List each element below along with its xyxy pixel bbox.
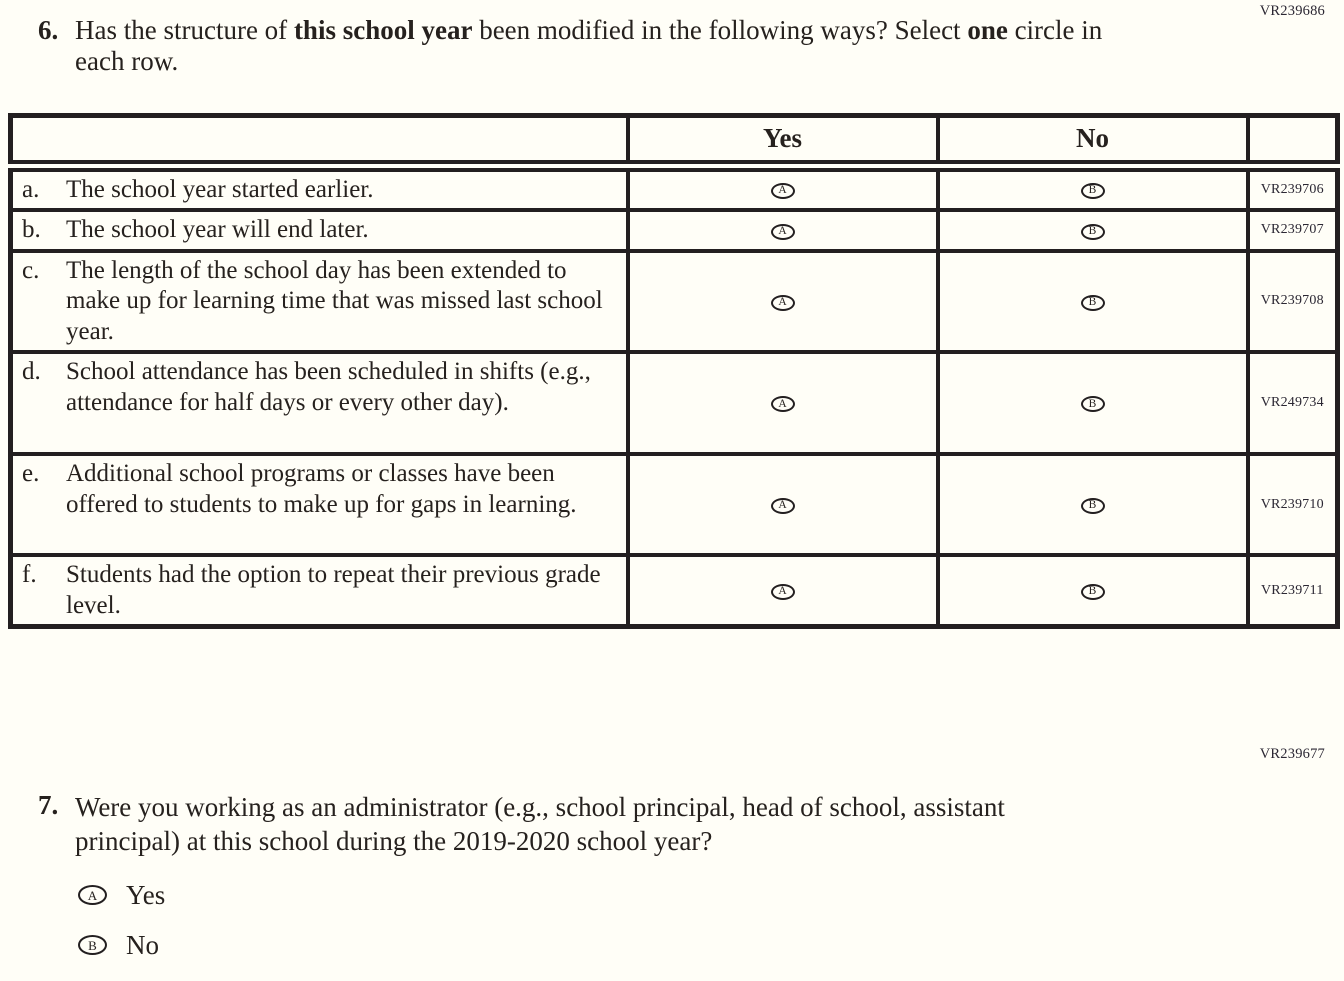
table-row-a: a. The school year started earlier. A B … [8, 163, 1340, 212]
question6-text-bold: one [967, 15, 1008, 45]
no-cell: B [935, 208, 1250, 253]
header-statement-cell [8, 113, 630, 172]
question6-text-part: Has the structure of [75, 15, 294, 45]
row-letter: b. [22, 216, 41, 243]
header-code-cell [1245, 113, 1340, 172]
q6-row-c-yes-bubble[interactable]: A [770, 294, 795, 311]
q6-row-b-no-bubble[interactable]: B [1080, 223, 1105, 240]
question7-text: Were you working as an administrator (e.… [75, 792, 1005, 856]
row-statement: Students had the option to repeat their … [66, 561, 601, 619]
row-letter: d. [22, 358, 41, 385]
q6-row-c-no-bubble[interactable]: B [1080, 294, 1105, 311]
table-row-c: c. The length of the school day has been… [8, 248, 1340, 354]
statement-cell: d. School attendance has been scheduled … [8, 350, 630, 456]
header-yes: Yes [625, 113, 940, 172]
row-letter: f. [22, 561, 37, 588]
q7-yes-label: Yes [126, 879, 166, 910]
statement-cell: a. The school year started earlier. [8, 163, 630, 212]
yes-cell: A [625, 163, 940, 212]
q6-row-d-no-bubble[interactable]: B [1080, 396, 1105, 413]
yes-cell: A [625, 553, 940, 629]
q6-row-a-no-bubble[interactable]: B [1080, 183, 1105, 200]
row-statement: The school year started earlier. [66, 175, 374, 203]
table-row-b: b. The school year will end later. A B V… [8, 208, 1340, 253]
question6-vr-code: VR239686 [1259, 3, 1325, 19]
no-cell: B [935, 163, 1250, 212]
table-row-f: f. Students had the option to repeat the… [8, 553, 1340, 629]
question6-text: Has the structure of this school year be… [75, 15, 1155, 77]
q7-no-bubble[interactable]: B [78, 935, 107, 955]
question6-text-part: circle in each row. [75, 15, 1103, 76]
row-letter: a. [22, 175, 40, 203]
no-cell: B [935, 553, 1250, 629]
q6-row-f-no-bubble[interactable]: B [1080, 583, 1105, 600]
no-cell: B [935, 452, 1250, 557]
header-no: No [935, 113, 1250, 172]
q6-row-f-yes-bubble[interactable]: A [770, 583, 795, 600]
table-row-d: d. School attendance has been scheduled … [8, 350, 1340, 456]
q7-option-no[interactable]: B No [78, 929, 165, 960]
row-statement: The school year will end later. [66, 216, 369, 243]
q7-yes-bubble[interactable]: A [78, 885, 107, 905]
question6-number: 6. [38, 15, 59, 45]
row-statement: The length of the school day has been ex… [66, 256, 603, 345]
question7-vr-code: VR239677 [1259, 746, 1325, 762]
q6-response-table: Yes No a. The school year started earlie… [8, 113, 1340, 629]
question6: 6. Has the structure of this school year… [38, 15, 1155, 77]
q6-row-b-yes-bubble[interactable]: A [770, 223, 795, 240]
q6-row-e-no-bubble[interactable]: B [1080, 497, 1105, 514]
row-letter: e. [22, 460, 40, 487]
statement-cell: e. Additional school programs or classes… [8, 452, 630, 557]
row-letter: c. [22, 256, 40, 284]
row-vr-code: VR239711 [1245, 553, 1340, 629]
question7: 7. Were you working as an administrator … [38, 790, 1115, 858]
no-cell: B [935, 248, 1250, 354]
row-vr-code: VR239706 [1245, 163, 1340, 212]
row-vr-code: VR249734 [1245, 350, 1340, 456]
q6-row-a-yes-bubble[interactable]: A [770, 183, 795, 200]
q7-options: A Yes B No [78, 879, 166, 981]
row-vr-code: VR239710 [1245, 452, 1340, 557]
yes-cell: A [625, 248, 940, 354]
yes-cell: A [625, 208, 940, 253]
question6-text-part: been modified in the following ways? Sel… [472, 15, 968, 45]
row-statement: Additional school programs or classes ha… [66, 460, 577, 518]
yes-cell: A [625, 350, 940, 456]
row-statement: School attendance has been scheduled in … [66, 358, 591, 416]
no-cell: B [935, 350, 1250, 456]
question6-text-bold: this school year [293, 15, 473, 45]
yes-cell: A [625, 452, 940, 557]
row-vr-code: VR239707 [1245, 208, 1340, 253]
q6-row-d-yes-bubble[interactable]: A [770, 396, 795, 413]
row-vr-code: VR239708 [1245, 248, 1340, 354]
q6-row-e-yes-bubble[interactable]: A [770, 497, 795, 514]
q7-option-yes[interactable]: A Yes [78, 879, 166, 910]
statement-cell: b. The school year will end later. [8, 208, 630, 253]
statement-cell: f. Students had the option to repeat the… [8, 553, 630, 629]
question7-number: 7. [38, 790, 59, 820]
table-header-row: Yes No [8, 113, 1340, 172]
q7-no-label: No [126, 929, 159, 960]
table-row-e: e. Additional school programs or classes… [8, 452, 1340, 557]
statement-cell: c. The length of the school day has been… [8, 248, 630, 354]
